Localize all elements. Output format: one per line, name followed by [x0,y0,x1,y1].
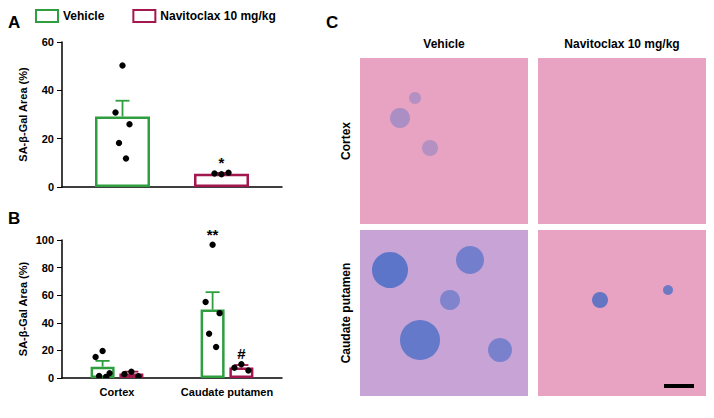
svg-text:Navitoclax 10 mg/kg: Navitoclax 10 mg/kg [160,9,275,23]
svg-text:60: 60 [42,36,54,48]
svg-text:B: B [8,209,20,228]
svg-text:Caudate putamen: Caudate putamen [181,386,274,398]
svg-text:60: 60 [42,289,54,301]
svg-text:40: 40 [42,317,54,329]
svg-text:SA-β-Gal Area (%): SA-β-Gal Area (%) [17,67,29,162]
svg-text:A: A [8,13,20,32]
svg-text:Navitoclax 10 mg/kg: Navitoclax 10 mg/kg [564,37,679,51]
svg-text:80: 80 [42,262,54,274]
svg-text:C: C [326,13,338,32]
svg-text:0: 0 [48,372,54,384]
svg-text:*: * [219,154,225,171]
svg-text:20: 20 [42,344,54,356]
svg-text:#: # [237,345,246,362]
svg-text:100: 100 [36,234,54,246]
svg-text:SA-β-Gal Area (%): SA-β-Gal Area (%) [17,262,29,357]
svg-text:Vehicle: Vehicle [63,9,105,23]
svg-text:Caudate putamen: Caudate putamen [339,263,353,364]
svg-text:**: ** [207,226,219,243]
svg-text:Cortex: Cortex [339,122,353,160]
svg-text:40: 40 [42,84,54,96]
svg-text:20: 20 [42,133,54,145]
svg-text:Vehicle: Vehicle [423,37,465,51]
svg-text:0: 0 [48,181,54,193]
svg-text:Cortex: Cortex [100,386,136,398]
